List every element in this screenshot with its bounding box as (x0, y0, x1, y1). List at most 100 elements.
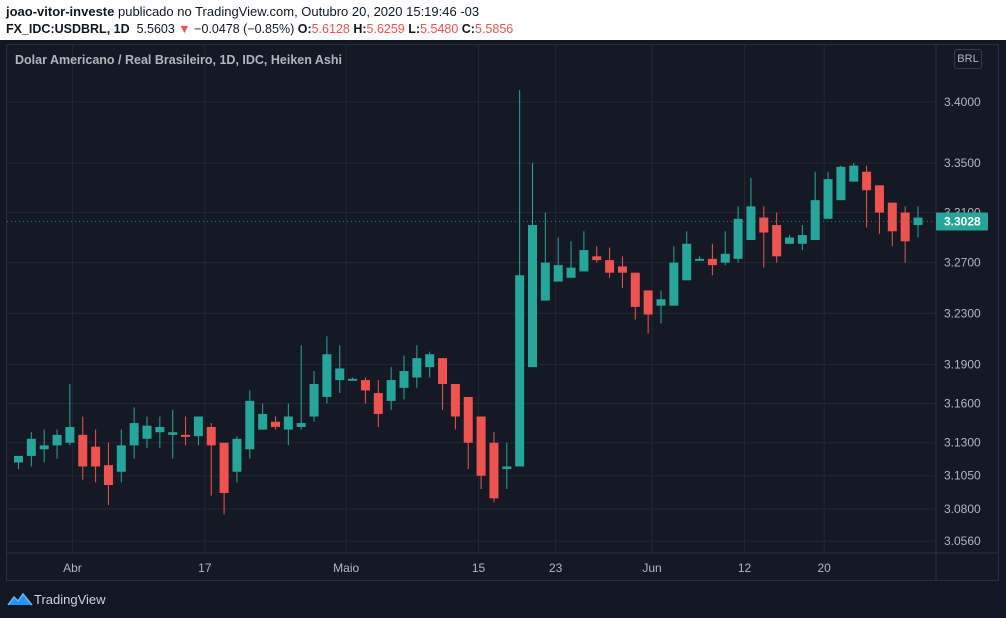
currency-badge[interactable]: BRL (954, 49, 982, 69)
high-label: H: (353, 22, 367, 36)
candle-body (425, 354, 435, 368)
candle-body (438, 358, 448, 384)
candle-body (155, 426, 165, 433)
candle-body (797, 235, 807, 244)
symbol-label: FX_IDC:USDBRL, 1D (6, 22, 130, 36)
candle-body (26, 438, 36, 456)
candle-body (476, 416, 486, 476)
candle-body (772, 225, 782, 257)
candle-body (605, 260, 615, 273)
x-tick-label: 15 (472, 561, 486, 575)
candle-body (630, 272, 640, 307)
candle-body (643, 290, 653, 315)
candle-body (489, 442, 499, 499)
author-line: joao-vitor-investe publicado no TradingV… (6, 4, 479, 19)
x-tick-label: Abr (63, 561, 82, 575)
candle-body (193, 416, 203, 437)
candle-body (206, 426, 216, 446)
candle-body (502, 466, 512, 470)
candle-body (682, 243, 692, 281)
published-text: publicado no TradingView.com, Outubro 20… (117, 4, 480, 19)
low-label: L: (408, 22, 421, 36)
candle-body (412, 358, 422, 378)
candle-body (232, 438, 242, 472)
candle-body (322, 354, 332, 397)
candle-body (707, 258, 717, 266)
candle-body (181, 434, 191, 437)
candle-body (386, 380, 396, 401)
candle-body (515, 275, 525, 467)
candle-body (116, 445, 126, 472)
candle-body (258, 413, 268, 430)
y-tick-label: 3.1600 (944, 396, 981, 410)
author-name[interactable]: joao-vitor-investe (6, 4, 115, 19)
candle-body (746, 206, 756, 241)
y-tick-label: 3.1050 (944, 469, 981, 483)
candle-body (823, 179, 833, 219)
candle-body (553, 265, 563, 282)
candle-body (759, 217, 769, 233)
candle-body (887, 202, 897, 232)
candle-body (720, 253, 730, 263)
candle-body (39, 445, 49, 450)
candle-body (695, 258, 705, 261)
candle-body (463, 396, 473, 443)
x-tick-label: Maio (333, 561, 359, 575)
high-value: 5.6259 (366, 22, 405, 36)
last-price: 5.5603 (136, 22, 175, 36)
candle-body (348, 378, 358, 381)
candle-body (733, 218, 743, 259)
candle-body (450, 383, 460, 417)
candle-body (810, 200, 820, 241)
close-label: C: (461, 22, 475, 36)
candle-body (373, 393, 383, 414)
y-tick-label: 3.1900 (944, 358, 981, 372)
change-value: −0.0478 (−0.85%) (194, 22, 295, 36)
tradingview-logo-icon[interactable] (7, 591, 33, 609)
candle-body (91, 446, 101, 467)
candle-body (913, 217, 923, 226)
candle-body (836, 166, 846, 201)
candle-body (566, 267, 576, 278)
candle-body (360, 380, 370, 391)
last-price-badge (936, 212, 988, 231)
y-tick-label: 3.4000 (944, 95, 981, 109)
quote-line: FX_IDC:USDBRL, 1D 5.5603 ▼ −0.0478 (−0.8… (6, 22, 513, 36)
y-tick-label: 3.1300 (944, 436, 981, 450)
candle-body (129, 423, 139, 446)
candle-body (309, 383, 319, 417)
x-tick-label: 20 (818, 561, 832, 575)
candle-body (52, 434, 62, 446)
chart-panel[interactable] (6, 44, 999, 581)
candle-body (579, 250, 589, 272)
candle-body (245, 400, 255, 450)
candle-body (103, 465, 113, 486)
candle-body (785, 237, 794, 244)
candle-body (65, 426, 75, 443)
candle-body (617, 266, 627, 273)
candle-body (669, 262, 679, 306)
x-tick-label: 23 (549, 561, 563, 575)
chart-legend: Dolar Americano / Real Brasileiro, 1D, I… (15, 53, 342, 67)
candle-body (399, 371, 409, 388)
candle-body (849, 165, 859, 182)
low-value: 5.5480 (420, 22, 459, 36)
candle-body (296, 423, 306, 427)
y-tick-label: 3.0800 (944, 502, 981, 516)
candle-body (78, 434, 88, 467)
close-value: 5.5856 (474, 22, 514, 36)
y-tick-label: 3.0560 (944, 534, 981, 548)
candle-body (900, 212, 910, 242)
x-tick-label: 12 (738, 561, 752, 575)
candle-body (335, 368, 345, 381)
candle-body (14, 455, 23, 463)
x-tick-label: 17 (198, 561, 212, 575)
candle-body (656, 299, 666, 306)
open-value: 5.6128 (311, 22, 350, 36)
last-price-label: 3.3028 (944, 215, 981, 229)
candle-body (142, 425, 152, 439)
open-label: O: (297, 22, 312, 36)
tradingview-brand[interactable]: TradingView (34, 592, 106, 607)
y-tick-label: 3.3500 (944, 156, 981, 170)
